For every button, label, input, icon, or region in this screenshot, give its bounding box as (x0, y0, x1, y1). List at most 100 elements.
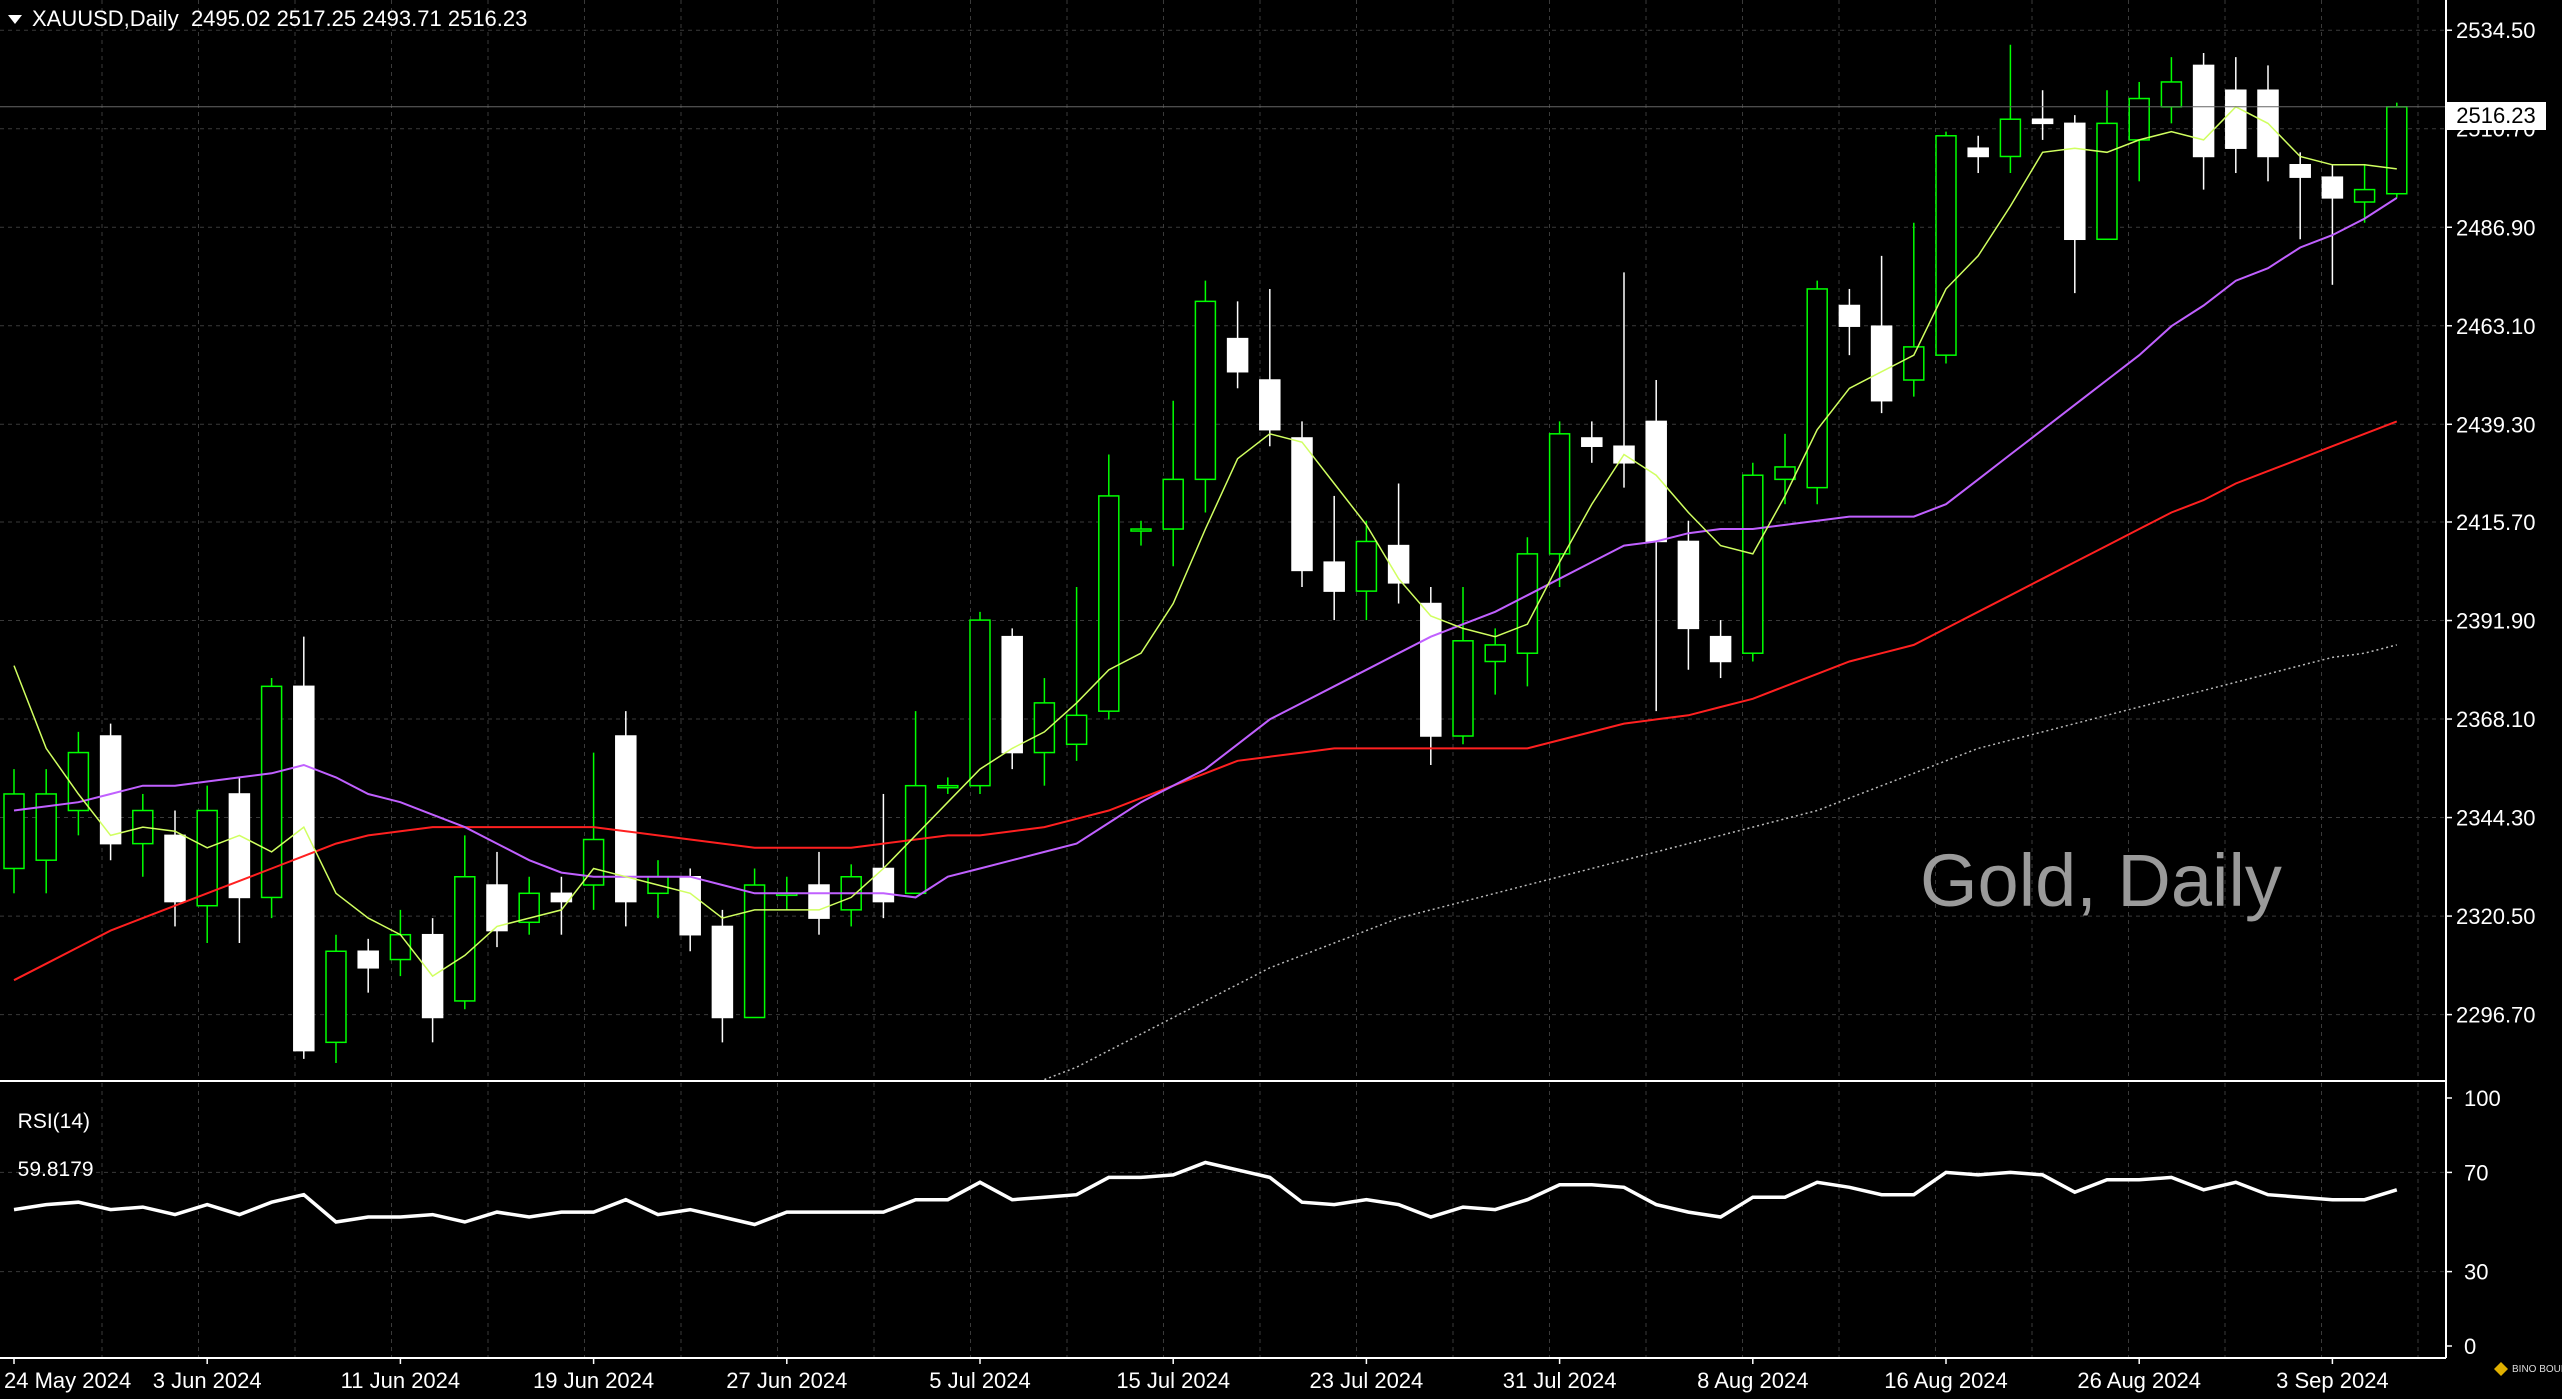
ma-fast-line (13, 105, 2397, 978)
bullish-candle (2096, 122, 2118, 241)
current-price-label: 2516.23 (2446, 102, 2546, 130)
rsi-spacer (18, 1134, 24, 1157)
rsi-tick-label: 70 (2464, 1160, 2488, 1185)
bullish-candle (1806, 288, 1828, 489)
ma-slow-line (13, 420, 2398, 982)
bearish-candle (293, 685, 315, 1052)
diamond-logo-icon (2494, 1362, 2508, 1376)
bearish-candle (679, 875, 701, 936)
ohlc-values: 2495.02 2517.25 2493.71 2516.23 (190, 6, 528, 31)
price-tick-label: 2320.50 (2456, 904, 2536, 929)
bullish-candle (1194, 300, 1217, 481)
bullish-candle (389, 933, 412, 961)
bullish-candle (1774, 466, 1796, 481)
bullish-candle (1484, 644, 1506, 663)
bullish-candle (1742, 474, 1764, 654)
bullish-candle (67, 751, 90, 812)
bullish-candle (1130, 528, 1152, 532)
date-tick-label: 8 Aug 2024 (1697, 1368, 1808, 1393)
bearish-candle (357, 950, 379, 969)
date-axis-labels: 24 May 2024 3 Jun 2024 11 Jun 2024 19 Jun 2… (4, 1358, 2389, 1393)
bearish-candle (99, 735, 122, 845)
bullish-candle (1548, 433, 1571, 555)
bearish-candle (2192, 64, 2215, 158)
bearish-candle (2225, 89, 2247, 149)
bearish-candle (1677, 540, 1700, 630)
bullish-candle (518, 892, 540, 924)
bearish-candle (164, 834, 186, 903)
rsi-tick-label: 0 (2464, 1334, 2476, 1359)
bearish-candle (1838, 304, 1861, 327)
collapse-triangle-icon[interactable] (8, 14, 22, 24)
price-tick-label: 2296.70 (2456, 1003, 2536, 1028)
bearish-candle (2289, 164, 2311, 178)
bearish-candle (1581, 437, 1603, 447)
bearish-candle (872, 867, 895, 903)
bearish-candle (228, 793, 251, 899)
rsi-tick-label: 100 (2464, 1086, 2501, 1111)
bullish-candle (937, 784, 959, 789)
chart-header: XAUUSD,Daily 2495.02 2517.25 2493.71 251… (8, 6, 527, 32)
bullish-candle (2386, 106, 2408, 195)
bullish-candle (582, 838, 605, 886)
grid-lines (0, 0, 2446, 1358)
bearish-candle (615, 735, 637, 903)
date-tick-label: 26 Aug 2024 (2077, 1368, 2201, 1393)
bullish-candle (1065, 714, 1088, 746)
bullish-candle (2128, 97, 2150, 141)
date-tick-label: 24 May 2024 (4, 1368, 131, 1393)
date-tick-label: 5 Jul 2024 (929, 1368, 1031, 1393)
bearish-candle (1645, 420, 1667, 543)
bullish-candle (1935, 135, 1957, 356)
bullish-candle (1162, 478, 1184, 530)
bullish-candle (1033, 702, 1056, 754)
price-tick-label: 2463.10 (2456, 314, 2536, 339)
bullish-candle (35, 793, 57, 861)
price-axis-labels: 2534.502510.702486.902463.102439.302415.… (2446, 18, 2536, 1028)
price-tick-label: 2368.10 (2456, 707, 2536, 732)
rsi-line (13, 1160, 2398, 1227)
bullish-candle (3, 793, 25, 870)
price-tick-label: 2486.90 (2456, 215, 2536, 240)
price-tick-label: 2439.30 (2456, 412, 2536, 437)
ma-long-line-group (1044, 644, 2397, 1081)
date-tick-label: 3 Jun 2024 (153, 1368, 262, 1393)
ma-mid-line (13, 197, 2398, 899)
broker-logo: BINO BOUND (2494, 1362, 2562, 1376)
bullish-candle (2160, 81, 2183, 108)
bullish-candle (1516, 553, 1539, 654)
bullish-candle (743, 884, 766, 1019)
symbol-label: XAUUSD,Daily (32, 6, 179, 31)
bullish-candle (260, 685, 283, 899)
bullish-candle (1452, 640, 1474, 737)
bearish-candle (1323, 561, 1345, 592)
date-tick-label: 11 Jun 2024 (341, 1368, 460, 1393)
bullish-candle (1999, 118, 2022, 158)
watermark-text: Gold, Daily (1920, 839, 2282, 922)
bearish-candle (808, 884, 830, 919)
bullish-candle (454, 875, 476, 1002)
rsi-value: 59.8179 (17, 1158, 94, 1181)
bullish-candle (1903, 346, 1925, 381)
bearish-candle (1967, 147, 1989, 158)
date-tick-label: 15 Jul 2024 (1116, 1368, 1230, 1393)
bearish-candle (1387, 544, 1410, 584)
price-tick-label: 2344.30 (2456, 806, 2536, 831)
price-tick-label: 2534.50 (2456, 18, 2536, 43)
date-tick-label: 27 Jun 2024 (726, 1368, 847, 1393)
bearish-candle (2031, 118, 2054, 125)
bullish-candle (1098, 495, 1120, 712)
date-tick-label: 3 Sep 2024 (2276, 1368, 2389, 1393)
price-tick-label: 2391.90 (2456, 609, 2536, 634)
bearish-candle (2321, 176, 2344, 199)
date-tick-label: 19 Jun 2024 (533, 1368, 654, 1393)
bearish-candle (1291, 437, 1313, 572)
date-tick-label: 16 Aug 2024 (1884, 1368, 2008, 1393)
rsi-axis-labels: 100 70 30 0 (2446, 1086, 2501, 1359)
rsi-indicator-label: RSI(14) (17, 1110, 91, 1133)
bullish-candle (325, 950, 347, 1044)
bullish-candle (969, 619, 991, 787)
ma-long-line (1044, 644, 2397, 1081)
bearish-candle (1870, 325, 1893, 402)
